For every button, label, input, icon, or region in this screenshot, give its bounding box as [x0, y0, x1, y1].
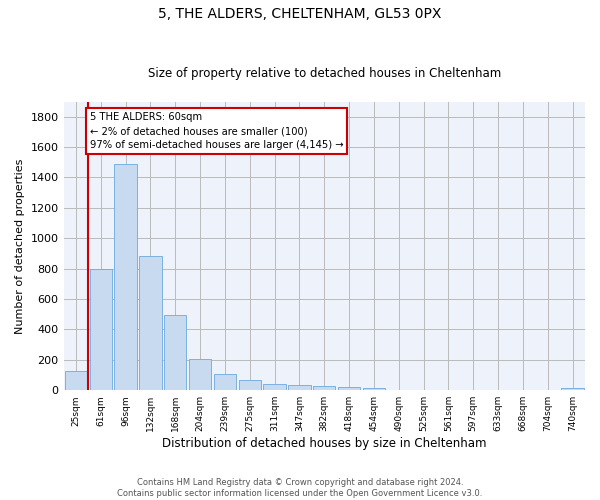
Title: Size of property relative to detached houses in Cheltenham: Size of property relative to detached ho…: [148, 66, 501, 80]
Bar: [562, 388, 584, 390]
Text: 5 THE ALDERS: 60sqm
← 2% of detached houses are smaller (100)
97% of semi-detach: 5 THE ALDERS: 60sqm ← 2% of detached hou…: [89, 112, 343, 150]
Bar: [65, 371, 87, 390]
Y-axis label: Number of detached properties: Number of detached properties: [15, 158, 25, 334]
Text: 5, THE ALDERS, CHELTENHAM, GL53 0PX: 5, THE ALDERS, CHELTENHAM, GL53 0PX: [158, 8, 442, 22]
X-axis label: Distribution of detached houses by size in Cheltenham: Distribution of detached houses by size …: [162, 437, 487, 450]
Bar: [115, 164, 137, 390]
Text: Contains HM Land Registry data © Crown copyright and database right 2024.
Contai: Contains HM Land Registry data © Crown c…: [118, 478, 482, 498]
Bar: [189, 359, 211, 390]
Bar: [363, 388, 385, 390]
Bar: [89, 268, 112, 390]
Bar: [139, 256, 161, 390]
Bar: [288, 385, 311, 390]
Bar: [263, 384, 286, 390]
Bar: [164, 315, 187, 390]
Bar: [239, 380, 261, 390]
Bar: [313, 386, 335, 390]
Bar: [338, 387, 360, 390]
Bar: [214, 374, 236, 390]
